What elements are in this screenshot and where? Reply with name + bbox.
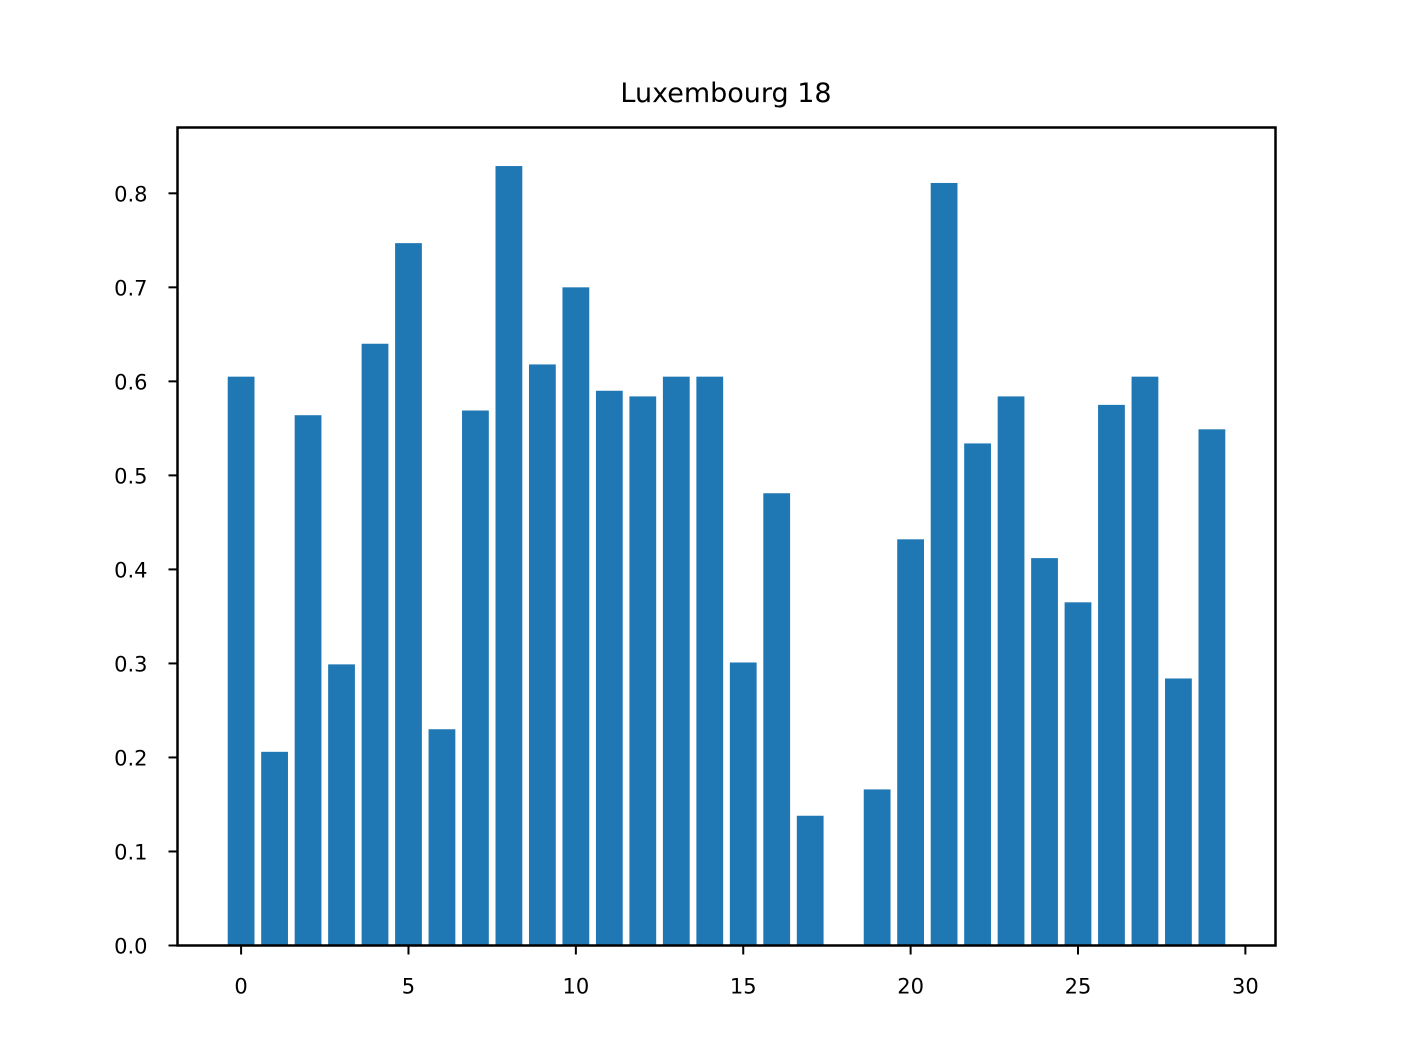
bar-16 — [763, 493, 791, 946]
bar-13 — [662, 376, 690, 946]
bar-9 — [528, 364, 556, 946]
bar-25 — [1064, 602, 1092, 946]
x-tick-label: 15 — [730, 975, 757, 999]
x-axis-ticks: 0 5 10 15 20 25 30 — [234, 945, 1259, 999]
y-axis-ticks: 0.0 0.1 0.2 0.3 0.4 0.5 0.6 0.7 0.8 — [114, 182, 178, 959]
y-tick-label: 0.5 — [114, 464, 147, 488]
y-tick-label: 0.1 — [114, 840, 147, 864]
x-tick-label: 25 — [1065, 975, 1092, 999]
x-tick-label: 0 — [234, 975, 247, 999]
y-tick-label: 0.4 — [114, 558, 147, 582]
x-tick-label: 20 — [897, 975, 924, 999]
bar-8 — [495, 166, 523, 946]
y-tick-label: 0.3 — [114, 652, 147, 676]
bars-group — [227, 166, 1226, 946]
x-tick-label: 30 — [1232, 975, 1259, 999]
bar-19 — [863, 789, 891, 946]
chart-title: Luxembourg 18 — [620, 78, 831, 109]
y-tick-label: 0.8 — [114, 182, 147, 206]
bar-27 — [1131, 376, 1159, 946]
y-tick-label: 0.7 — [114, 276, 147, 300]
bar-7 — [462, 410, 489, 946]
bar-15 — [729, 662, 757, 946]
bar-17 — [796, 815, 824, 946]
bar-11 — [595, 390, 623, 946]
bar-26 — [1098, 404, 1125, 946]
bar-28 — [1165, 678, 1192, 946]
bar-5 — [395, 243, 422, 946]
plot-frame — [176, 126, 1277, 947]
bar-12 — [629, 396, 657, 946]
y-tick-label: 0.6 — [114, 370, 147, 394]
x-tick-label: 10 — [562, 975, 589, 999]
bar-14 — [696, 376, 724, 946]
bar-2 — [294, 415, 322, 946]
bar-10 — [562, 287, 590, 946]
bar-3 — [328, 664, 355, 946]
y-tick-label: 0.0 — [114, 935, 147, 959]
y-tick-label: 0.2 — [114, 746, 147, 770]
bar-20 — [897, 539, 925, 946]
bar-4 — [361, 343, 389, 946]
bar-29 — [1198, 429, 1226, 946]
bar-24 — [1031, 558, 1058, 946]
bar-0 — [227, 376, 255, 946]
bar-1 — [261, 751, 288, 946]
bar-22 — [964, 443, 991, 946]
bar-6 — [428, 729, 456, 946]
bar-21 — [930, 182, 958, 946]
x-tick-label: 5 — [402, 975, 415, 999]
bar-23 — [997, 396, 1025, 946]
